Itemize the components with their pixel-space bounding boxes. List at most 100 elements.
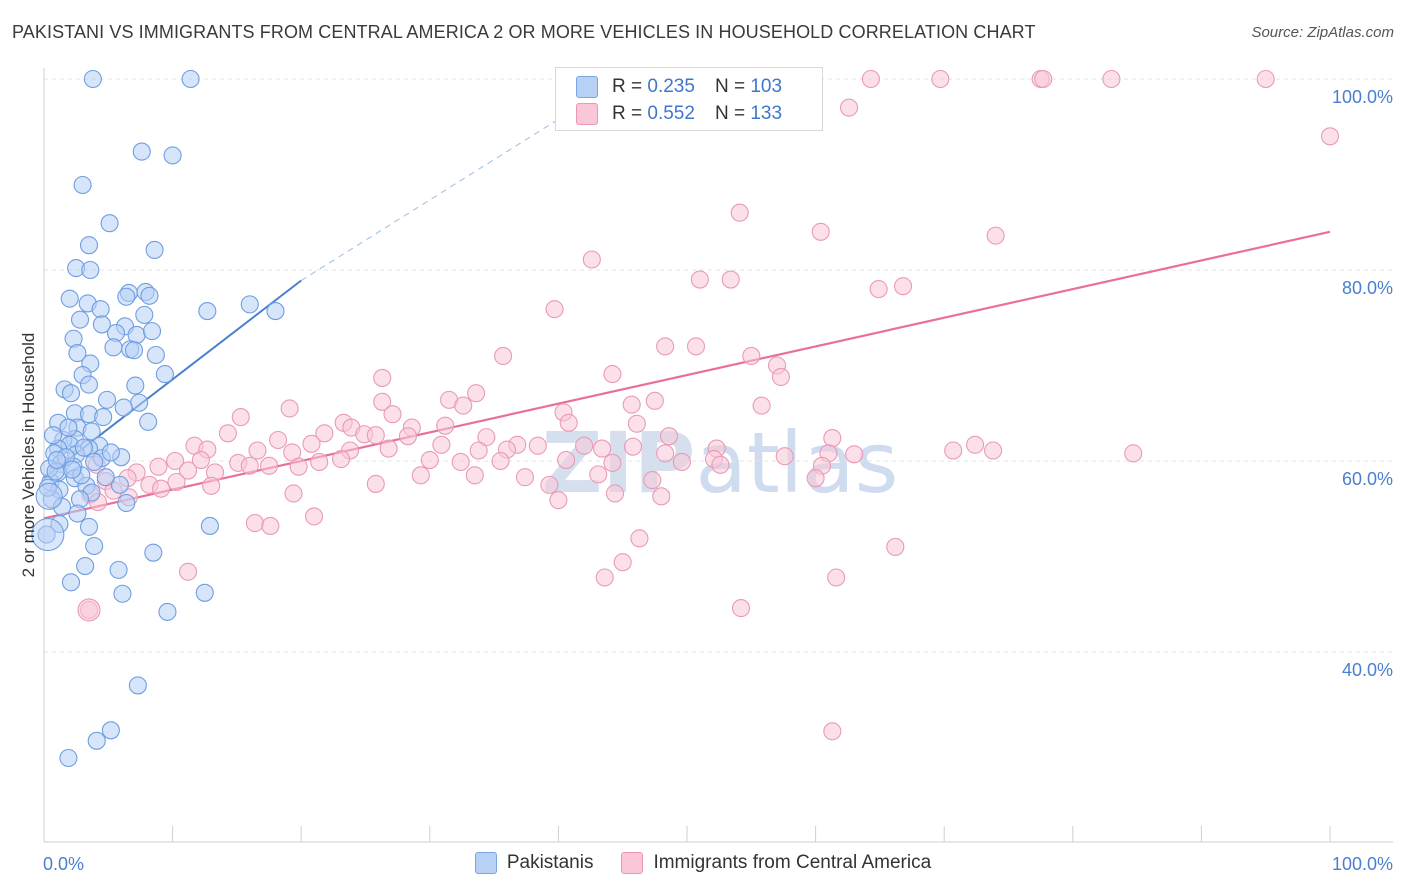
point-immigrants [1256,69,1275,89]
point-immigrants [231,408,250,427]
legend-label-immigrants: Immigrants from Central America [653,852,932,873]
point-pakistanis [114,398,133,417]
point-immigrants [178,461,198,480]
point-immigrants [623,437,643,456]
point-immigrants [202,476,221,495]
point-pakistanis [126,376,145,395]
point-pakistanis [79,517,99,536]
point-pakistanis-large [35,482,63,510]
point-immigrants [559,413,578,432]
legend-r-label: R = [612,103,643,124]
point-pakistanis [163,146,182,165]
point-pakistanis [63,460,82,479]
point-pakistanis [135,305,154,324]
point-pakistanis [266,302,285,321]
point-immigrants [302,434,321,453]
legend-n-label: N = [714,76,746,97]
point-pakistanis [91,300,110,319]
point-immigrants [686,337,706,356]
point-pakistanis [117,287,136,306]
point-pakistanis [82,422,101,441]
point-pakistanis [198,302,217,321]
legend-item-pakistanis[interactable]: Pakistanis [474,852,593,874]
point-immigrants [589,465,608,484]
point-immigrants [622,395,641,414]
legend-row-pakistanis: R = 0.235 N = 103 [576,74,782,100]
point-immigrants [545,300,564,319]
point-immigrants [1320,127,1340,146]
point-pakistanis [92,315,111,334]
series-pakistanis-points [31,69,285,768]
point-immigrants [823,722,842,741]
point-immigrants [613,553,632,572]
point-immigrants [494,346,513,366]
y-tick-label: 100.0% [1332,87,1393,107]
point-pakistanis [83,69,102,89]
legend-swatch-pink [576,103,598,125]
point-immigrants [721,270,740,289]
point-immigrants [627,414,646,433]
point-immigrants [1034,69,1053,89]
point-immigrants [827,568,846,587]
point-immigrants [366,426,385,445]
point-immigrants [672,452,691,472]
point-immigrants [436,416,455,435]
point-pakistanis [97,390,117,409]
point-immigrants [742,346,761,366]
point-immigrants [656,337,675,356]
legend-n-label: N = [714,103,746,124]
point-immigrants-large [77,598,101,622]
point-immigrants [1102,69,1121,89]
point-pakistanis [68,344,87,363]
point-pakistanis [200,516,219,535]
point-pakistanis [60,289,79,308]
point-immigrants [259,456,279,475]
point-immigrants [305,507,324,526]
point-immigrants [469,441,488,460]
legend-swatch-blue [474,852,497,874]
point-immigrants [166,451,185,471]
point-pakistanis [113,584,132,603]
point-immigrants [178,562,198,581]
point-immigrants [806,469,825,488]
legend-r-label: R = [612,76,643,97]
y-tick-label: 80.0% [1342,278,1393,298]
point-immigrants [167,472,186,492]
y-tick-labels: 100.0% 80.0% 60.0% 40.0% [1332,87,1393,680]
point-immigrants [149,457,168,476]
point-pakistanis [104,338,123,357]
point-immigrants [420,450,439,470]
legend-r-value-2: 0.552 [647,103,695,124]
point-immigrants [248,441,267,460]
point-immigrants [652,487,671,506]
point-immigrants [603,365,622,384]
point-pakistanis [100,214,119,233]
point-immigrants [289,457,308,476]
point-immigrants [605,484,625,503]
legend-n-value-2: 133 [750,103,783,124]
point-immigrants [630,529,649,548]
y-tick-label: 60.0% [1342,469,1393,489]
point-immigrants [731,599,751,618]
point-immigrants [893,277,913,296]
point-immigrants [432,435,451,454]
trend-line-pakistanis-extension [300,78,623,281]
x-tick-label-max: 100.0% [1332,854,1393,874]
axes [43,68,1393,843]
point-pakistanis [59,418,78,437]
point-immigrants [984,441,1003,460]
point-pakistanis [146,345,165,365]
point-immigrants [575,436,594,455]
legend-item-immigrants[interactable]: Immigrants from Central America [621,852,931,874]
point-immigrants [491,451,510,471]
grid-lines [44,78,1393,653]
point-pakistanis [142,322,162,341]
point-immigrants [643,471,662,490]
point-immigrants [690,270,709,289]
point-pakistanis [101,721,120,740]
point-immigrants [944,441,963,460]
point-immigrants [593,439,612,458]
point-pakistanis [73,175,92,195]
point-immigrants [332,450,351,469]
